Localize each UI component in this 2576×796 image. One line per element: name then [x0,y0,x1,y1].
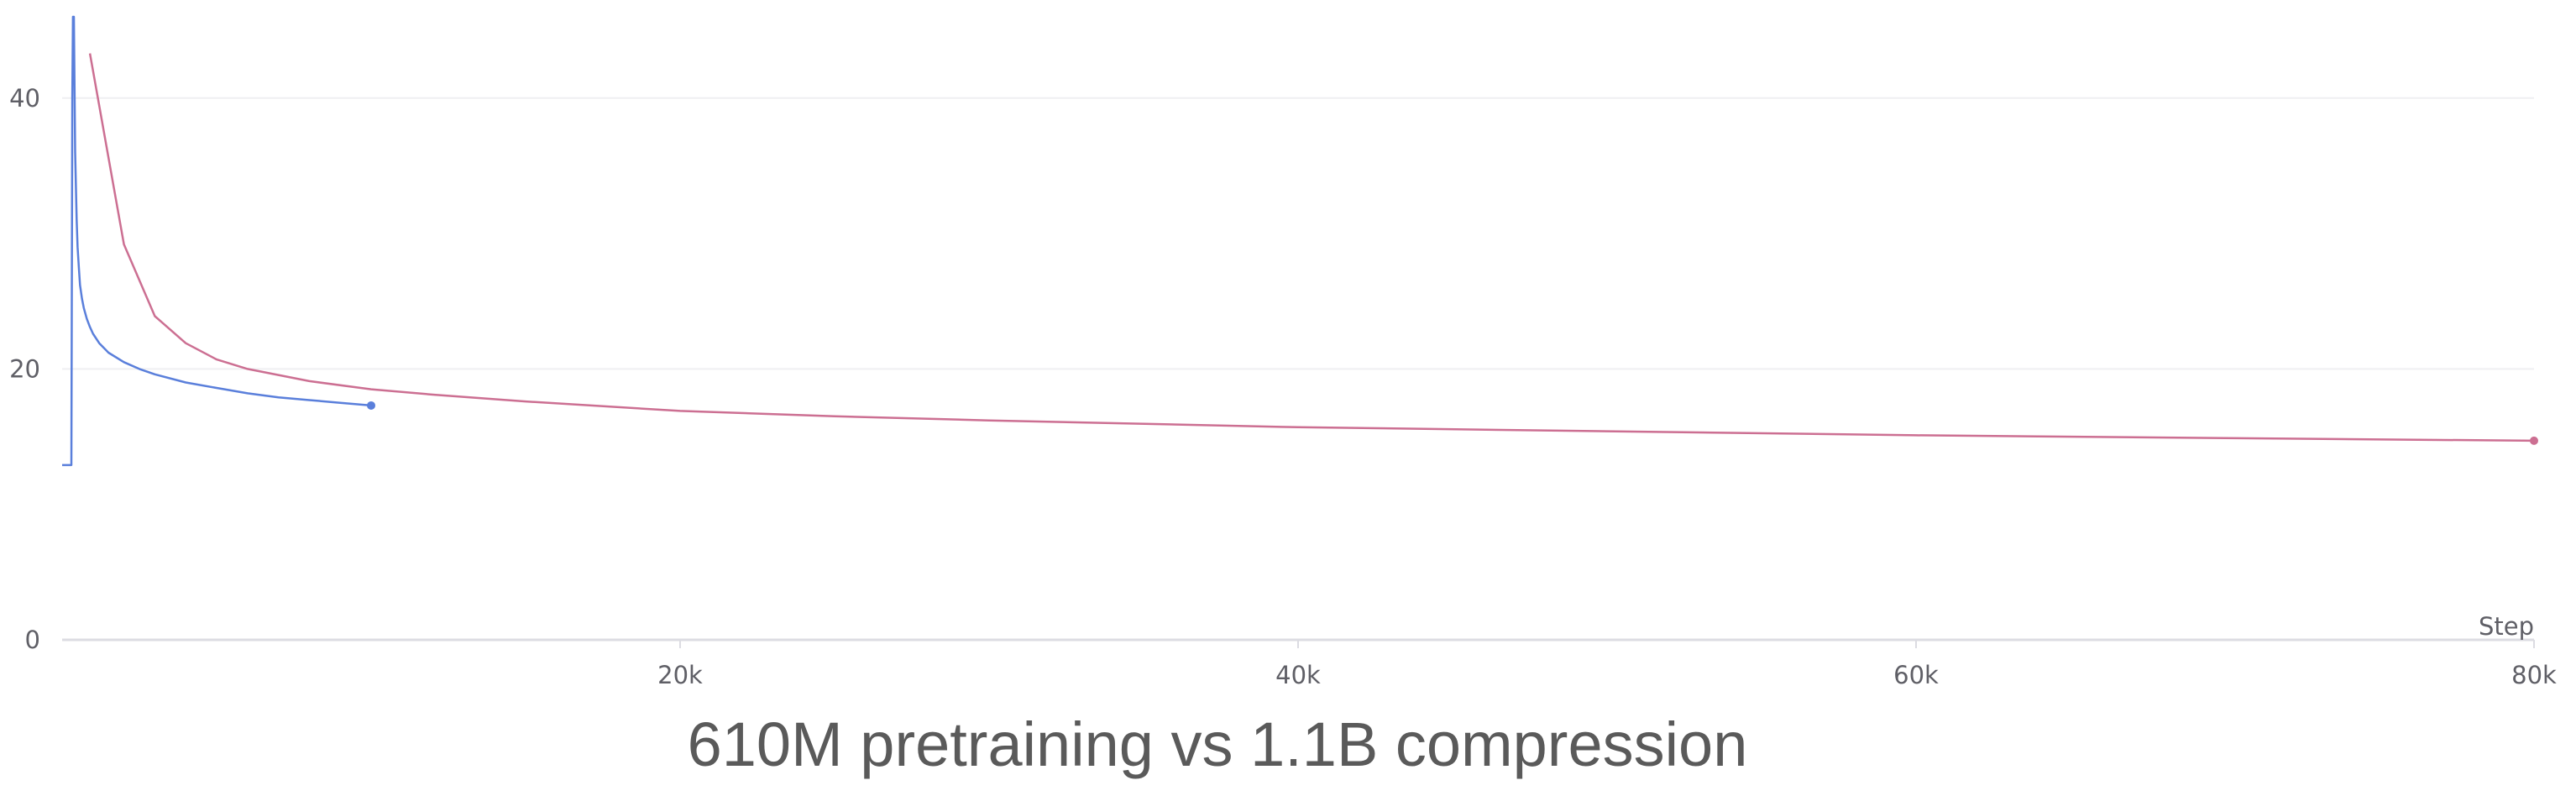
x-tick-label: 40k [1275,661,1321,689]
y-tick-label: 0 [25,626,40,654]
x-tick-label: 60k [1893,661,1939,689]
series-endpoint-1 [367,401,375,410]
y-tick-label: 40 [9,84,40,113]
x-tick-label: 80k [2511,661,2557,689]
series-line-1 [62,15,372,467]
x-tick-label: 20k [657,661,703,689]
series-endpoint-2 [2530,436,2538,445]
series-line-2 [88,53,2535,443]
x-axis-label: Step [2479,612,2534,641]
y-tick-label: 20 [9,354,40,383]
chart-title: 610M pretraining vs 1.1B compression [687,710,1748,779]
